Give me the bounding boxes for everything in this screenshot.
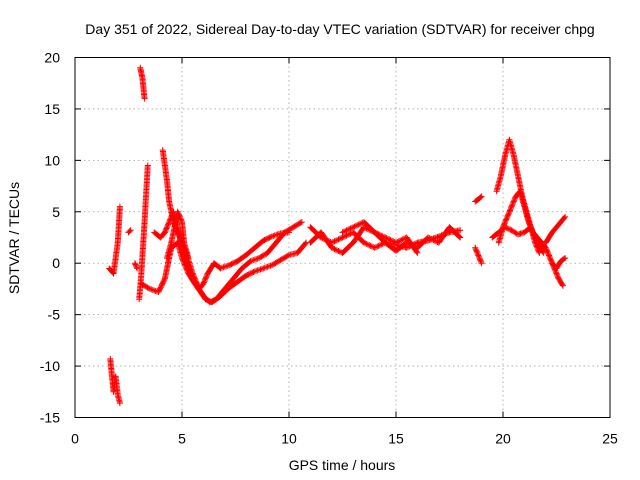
series-markers bbox=[106, 203, 123, 277]
x-tick-labels: 0 5 10 15 20 25 bbox=[71, 431, 618, 447]
series-t4 bbox=[131, 260, 141, 272]
series-markers bbox=[472, 244, 485, 267]
x-tick-label: 0 bbox=[71, 431, 79, 447]
series-markers bbox=[542, 213, 569, 246]
y-tick-label: 10 bbox=[44, 152, 60, 168]
y-tick-label: -10 bbox=[40, 358, 60, 374]
x-tick-label: 10 bbox=[281, 431, 297, 447]
series-markers bbox=[137, 64, 148, 102]
series-t15 bbox=[472, 244, 485, 267]
y-tick-label: 20 bbox=[44, 50, 60, 66]
x-tick-label: 20 bbox=[495, 431, 511, 447]
y-tick-label: -5 bbox=[48, 307, 61, 323]
series-markers bbox=[131, 260, 141, 272]
axis-ticks bbox=[74, 57, 611, 418]
series-t10 bbox=[164, 208, 192, 262]
series-t3 bbox=[125, 227, 134, 236]
y-tick-label: -15 bbox=[40, 410, 60, 426]
data-points bbox=[106, 64, 569, 407]
y-tick-labels: -15 -10 -5 0 5 10 15 20 bbox=[40, 50, 60, 426]
series-t13 bbox=[339, 219, 421, 256]
series-markers bbox=[125, 227, 134, 236]
y-axis-label: SDTVAR / TECUs bbox=[6, 182, 22, 294]
series-t5 bbox=[137, 64, 148, 102]
series-markers bbox=[136, 162, 151, 303]
y-tick-label: 5 bbox=[52, 204, 60, 220]
series-markers bbox=[107, 355, 123, 407]
plot-frame bbox=[74, 57, 611, 418]
series-t18 bbox=[489, 224, 547, 256]
x-tick-label: 5 bbox=[178, 431, 186, 447]
chart-title: Day 351 of 2022, Sidereal Day-to-day VTE… bbox=[85, 21, 594, 37]
series-t14 bbox=[472, 193, 485, 205]
series-markers bbox=[495, 188, 566, 289]
series-t2 bbox=[107, 355, 123, 407]
series-t17 bbox=[495, 188, 566, 289]
y-tick-label: 0 bbox=[52, 255, 60, 271]
x-axis-label: GPS time / hours bbox=[289, 457, 396, 473]
series-t20 bbox=[549, 255, 569, 272]
x-tick-label: 15 bbox=[388, 431, 404, 447]
series-markers bbox=[164, 208, 192, 262]
series-t19 bbox=[542, 213, 569, 246]
series-markers bbox=[472, 193, 485, 205]
series-markers bbox=[339, 219, 421, 256]
series-t1 bbox=[106, 203, 123, 277]
series-t6 bbox=[136, 162, 151, 303]
series-markers bbox=[549, 255, 569, 272]
series-markers bbox=[489, 224, 547, 256]
x-tick-label: 25 bbox=[602, 431, 618, 447]
y-tick-label: 15 bbox=[44, 101, 60, 117]
